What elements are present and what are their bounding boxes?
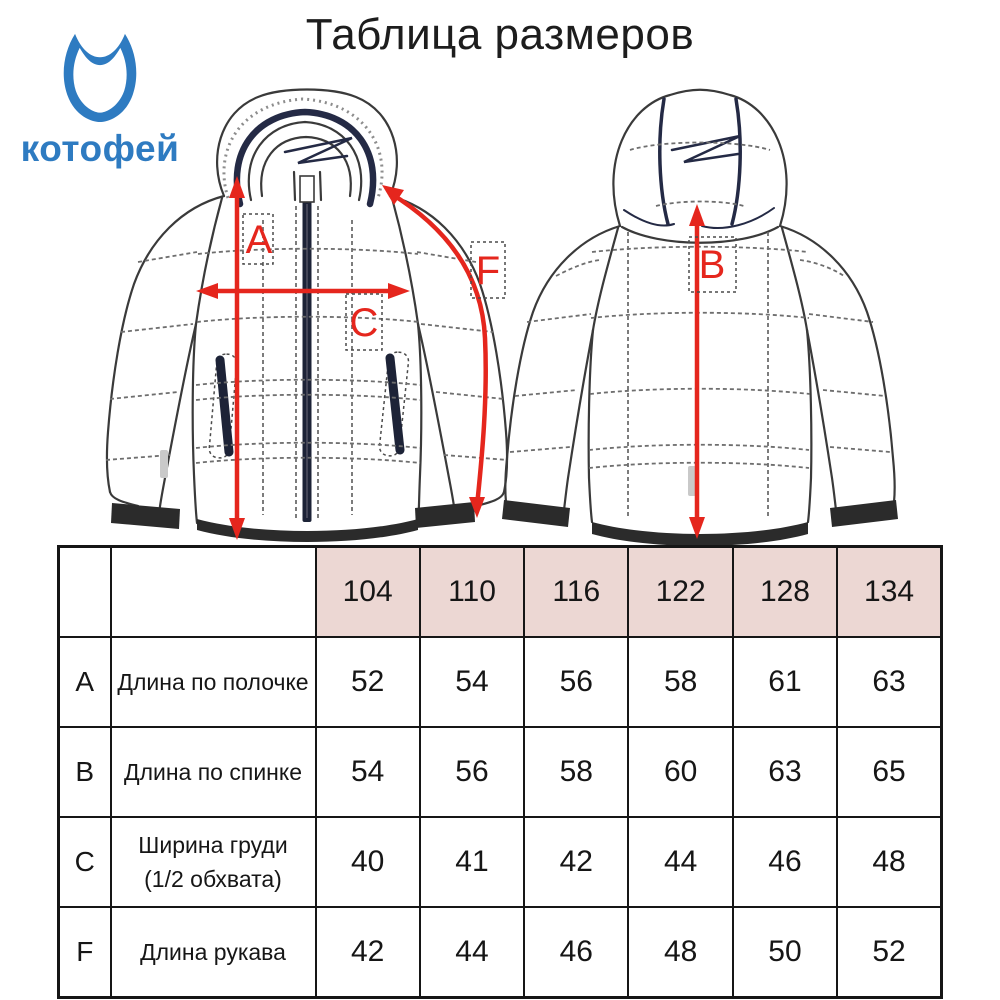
- value-cell: 48: [627, 906, 734, 999]
- table-row: A Длина по полочке 52 54 56 58 61 63: [57, 636, 943, 728]
- value-cell: 48: [836, 816, 943, 908]
- value-cell: 56: [523, 636, 630, 728]
- size-table: 104 110 116 122 128 134 A Длина по полоч…: [57, 545, 943, 999]
- measurement-label-c: C: [350, 301, 379, 345]
- corner-cell: [57, 545, 112, 638]
- size-table-header-row: 104 110 116 122 128 134: [57, 545, 943, 638]
- value-cell: 40: [314, 816, 421, 908]
- value-cell: 44: [627, 816, 734, 908]
- row-label: Длина рукава: [109, 906, 317, 999]
- table-row: F Длина рукава 42 44 46 48 50 52: [57, 906, 943, 999]
- value-cell: 58: [523, 726, 630, 818]
- brand-name: котофей: [20, 128, 180, 169]
- measurement-arrows: A C F B: [196, 176, 737, 540]
- value-cell: 54: [418, 636, 526, 728]
- brand-logo: котофей: [18, 28, 182, 170]
- corner-cell: [109, 545, 317, 638]
- row-letter: F: [57, 906, 112, 999]
- size-col-header: 128: [731, 545, 839, 638]
- value-cell: 63: [836, 636, 943, 728]
- value-cell: 46: [523, 906, 630, 999]
- measurement-label-f: F: [476, 249, 500, 293]
- jacket-back-view: [502, 88, 898, 546]
- size-col-header: 122: [627, 545, 734, 638]
- jacket-front-view: [105, 88, 509, 542]
- row-letter: B: [57, 726, 112, 818]
- value-cell: 50: [731, 906, 839, 999]
- value-cell: 54: [314, 726, 421, 818]
- value-cell: 60: [627, 726, 734, 818]
- row-label: Ширина груди (1/2 обхвата): [109, 816, 317, 908]
- value-cell: 41: [418, 816, 526, 908]
- row-letter: A: [57, 636, 112, 728]
- size-col-header: 134: [836, 545, 943, 638]
- value-cell: 63: [731, 726, 839, 818]
- row-label: Длина по спинке: [109, 726, 317, 818]
- value-cell: 42: [523, 816, 630, 908]
- measurement-label-a: A: [246, 218, 273, 262]
- value-cell: 56: [418, 726, 526, 818]
- value-cell: 42: [314, 906, 421, 999]
- value-cell: 44: [418, 906, 526, 999]
- value-cell: 52: [314, 636, 421, 728]
- table-row: B Длина по спинке 54 56 58 60 63 65: [57, 726, 943, 818]
- value-cell: 52: [836, 906, 943, 999]
- size-col-header: 110: [418, 545, 526, 638]
- row-letter: C: [57, 816, 112, 908]
- measurement-arrow-f: [388, 191, 488, 507]
- value-cell: 46: [731, 816, 839, 908]
- value-cell: 58: [627, 636, 734, 728]
- table-row: C Ширина груди (1/2 обхвата) 40 41 42 44…: [57, 816, 943, 908]
- measurement-label-b: B: [699, 243, 726, 287]
- row-label: Длина по полочке: [109, 636, 317, 728]
- value-cell: 65: [836, 726, 943, 818]
- size-col-header: 104: [314, 545, 421, 638]
- page-title: Таблица размеров: [305, 10, 695, 59]
- cat-head-icon: [63, 33, 137, 123]
- size-col-header: 116: [523, 545, 630, 638]
- value-cell: 61: [731, 636, 839, 728]
